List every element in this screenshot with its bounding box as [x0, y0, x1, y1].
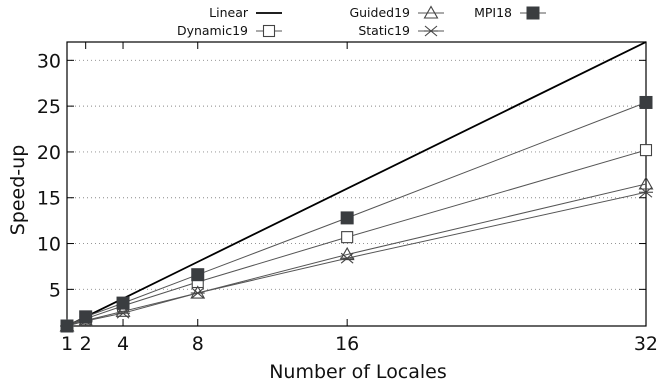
point-mpi18-2: [79, 310, 93, 324]
axis-ticks: 5 10 15 20 25 30 1 2 4 8 16 32: [37, 42, 658, 355]
point-static19-32: [639, 186, 653, 198]
x-tick-label-2: 2: [80, 333, 92, 355]
series-mpi18: [60, 95, 653, 333]
legend-label-mpi18: MPI18: [474, 5, 512, 20]
y-tick-label-15: 15: [37, 188, 61, 210]
legend-label-dynamic19: Dynamic19: [177, 23, 248, 38]
grid-lines: [67, 59, 646, 290]
x-tick-label-4: 4: [117, 333, 129, 355]
legend-entry-linear: Linear: [209, 5, 282, 20]
legend-marker-mpi18: [526, 6, 540, 20]
y-tick-label-30: 30: [37, 50, 61, 72]
y-tick-label-10: 10: [37, 234, 61, 256]
x-tick-label-32: 32: [634, 333, 658, 355]
point-dynamic19-32: [639, 144, 653, 157]
legend-entry-guided19: Guided19: [349, 5, 444, 20]
series-line-static19: [66, 191, 647, 327]
legend-label-static19: Static19: [358, 23, 410, 38]
legend: Linear Dynamic19 Guided19 Static19 MPI18: [177, 5, 546, 38]
point-dynamic19-16: [341, 231, 354, 244]
point-mpi18-16: [340, 211, 354, 225]
x-axis-title: Number of Locales: [269, 361, 447, 383]
point-static19-4: [116, 307, 131, 319]
point-mpi18-8: [191, 268, 205, 282]
point-guided19-16: [339, 246, 355, 261]
legend-entry-mpi18: MPI18: [474, 5, 546, 20]
y-axis-title: Speed-up: [7, 145, 29, 236]
legend-marker-static19: [424, 25, 438, 37]
series-dynamic19: [60, 144, 653, 333]
point-guided19-32: [638, 176, 654, 190]
point-mpi18-1: [60, 319, 74, 333]
series-line-linear: [66, 41, 647, 327]
y-tick-label-5: 5: [49, 279, 61, 301]
series-linear: [66, 41, 647, 327]
legend-entry-static19: Static19: [358, 23, 444, 38]
legend-label-linear: Linear: [209, 5, 249, 20]
point-mpi18-4: [116, 296, 130, 310]
series-line-mpi18: [66, 101, 647, 327]
y-tick-label-20: 20: [37, 142, 61, 164]
legend-marker-guided19: [423, 5, 439, 19]
series-static19: [60, 186, 653, 332]
series-line-dynamic19: [66, 149, 647, 327]
point-static19-16: [340, 252, 355, 264]
legend-label-guided19: Guided19: [349, 5, 410, 20]
x-tick-label-1: 1: [61, 333, 73, 355]
point-static19-8: [190, 287, 205, 299]
point-mpi18-32: [639, 95, 653, 109]
legend-marker-dynamic19: [262, 24, 276, 38]
x-tick-label-8: 8: [192, 333, 204, 355]
x-tick-label-16: 16: [335, 333, 359, 355]
legend-entry-dynamic19: Dynamic19: [177, 23, 282, 38]
y-tick-label-25: 25: [37, 96, 61, 118]
data-series: [59, 41, 654, 333]
series-guided19: [59, 176, 654, 332]
